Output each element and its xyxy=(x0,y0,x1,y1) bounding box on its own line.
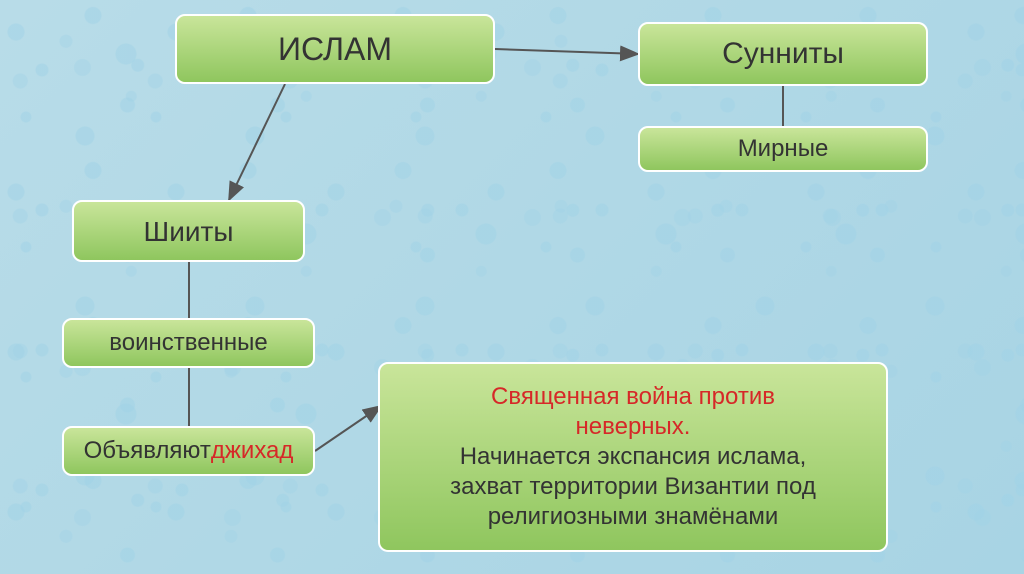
node-sunni-label: Сунниты xyxy=(722,35,844,73)
desc-line5: религиозными знамёнами xyxy=(394,502,872,532)
desc-line1: Священная война против xyxy=(394,382,872,412)
desc-line3: Начинается экспансия ислама, xyxy=(394,442,872,472)
node-jihad-highlight: джихад xyxy=(211,436,294,466)
desc-line4: захват территории Византии под xyxy=(394,472,872,502)
node-shia: Шииты xyxy=(72,200,305,262)
node-jihad: Объявляют джихад xyxy=(62,426,315,476)
node-militant: воинственные xyxy=(62,318,315,368)
node-peaceful-label: Мирные xyxy=(738,134,829,164)
desc-line2: неверных. xyxy=(394,412,872,442)
node-jihad-prefix: Объявляют xyxy=(84,436,211,466)
node-sunni: Сунниты xyxy=(638,22,928,86)
node-islam: ИСЛАМ xyxy=(175,14,495,84)
node-peaceful: Мирные xyxy=(638,126,928,172)
node-militant-label: воинственные xyxy=(109,328,267,358)
node-shia-label: Шииты xyxy=(144,214,234,249)
node-description: Священная война против неверных. Начинае… xyxy=(378,362,888,552)
node-islam-label: ИСЛАМ xyxy=(278,29,392,69)
